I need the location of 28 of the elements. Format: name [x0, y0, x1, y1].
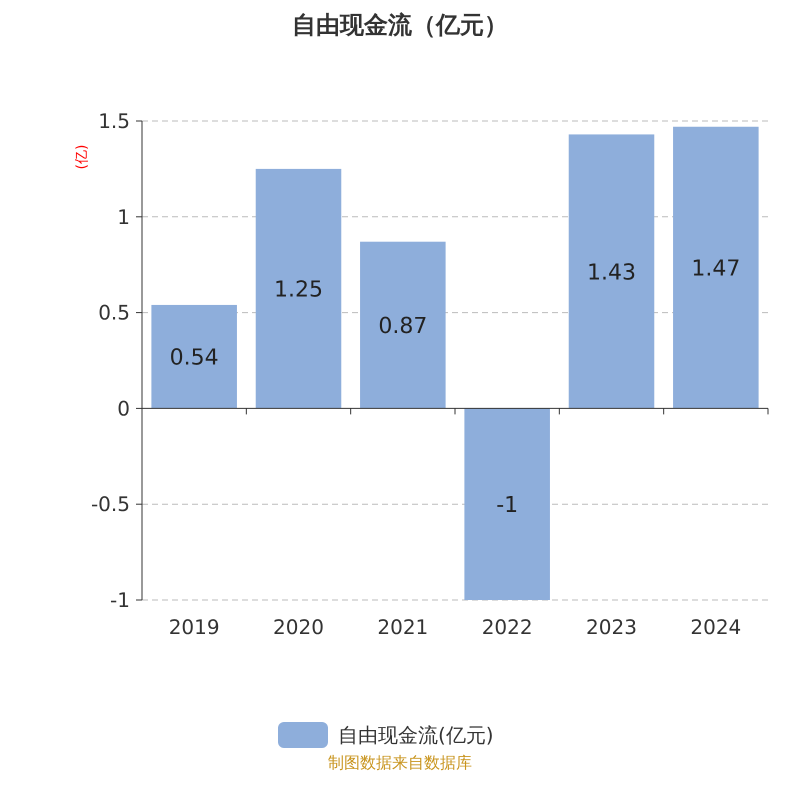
y-tick-label: 1 — [117, 204, 130, 229]
y-axis-title: (亿) — [74, 144, 90, 170]
data-label: 0.54 — [170, 346, 219, 371]
data-label: 1.43 — [587, 260, 636, 286]
legend-label: 自由现金流(亿元) — [338, 723, 494, 747]
y-tick-label: 0.5 — [98, 300, 130, 325]
x-tick-label: 2022 — [482, 615, 533, 639]
text: 制图数据来自数据库 — [328, 753, 472, 772]
y-tick-label: 0 — [117, 396, 130, 420]
bar — [464, 408, 550, 600]
y-tick-label: -0.5 — [90, 492, 130, 516]
x-tick-label: 2023 — [586, 615, 637, 639]
bar — [151, 304, 237, 408]
y-tick-label: 1.5 — [98, 109, 130, 133]
data-label: 0.87 — [378, 314, 428, 340]
data-label: 1.25 — [274, 278, 323, 303]
x-tick-label: 2020 — [273, 615, 324, 639]
bar — [568, 134, 654, 408]
bar — [256, 168, 342, 408]
x-tick-label: 2019 — [168, 615, 220, 639]
x-tick-label: 2021 — [377, 615, 428, 639]
bar — [673, 126, 759, 408]
bar — [360, 242, 446, 408]
chart-title: 自由现金流（亿元） — [292, 11, 508, 39]
x-tick-label: 2024 — [690, 615, 742, 639]
data-label: 1.47 — [691, 256, 740, 282]
y-tick-label: -1 — [110, 588, 130, 612]
data-label: -1 — [496, 493, 518, 518]
